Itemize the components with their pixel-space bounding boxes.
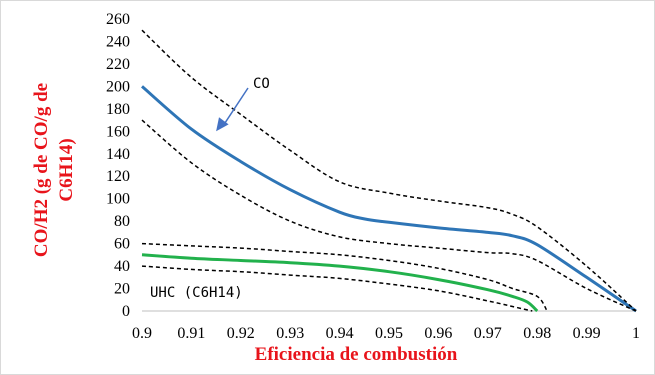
y-tick-label: 260 — [106, 11, 130, 28]
band-line-1 — [141, 29, 637, 312]
y-tick-label: 20 — [114, 281, 130, 298]
y-tick-label: 80 — [114, 213, 130, 230]
x-tick-label: 0.94 — [326, 325, 354, 342]
x-tick-label: 1 — [632, 325, 640, 342]
y-tick-label: 200 — [106, 78, 130, 95]
y-tick-label: 220 — [106, 56, 130, 73]
y-tick-label: 140 — [106, 146, 130, 163]
series-line-3 — [141, 253, 539, 313]
y-tick-label: 120 — [106, 168, 130, 185]
x-tick-label: 0.97 — [474, 325, 502, 342]
y-tick-label: 180 — [106, 101, 130, 118]
y-tick-labels: 0 20 40 60 80 100 120 140 160 180 200 220 240 260 — [106, 11, 130, 320]
series-layer — [141, 29, 637, 313]
y-tick-label: 160 — [106, 123, 130, 140]
y-tick-label: 100 — [106, 191, 130, 208]
series-line-0 — [141, 85, 637, 313]
x-tick-label: 0.99 — [573, 325, 601, 342]
uhc-annotation-label: UHC (C6H14) — [150, 285, 243, 301]
y-axis-title-line-2: C6H14) — [56, 138, 77, 201]
x-axis-title: Eficiencia de combustión — [255, 344, 458, 365]
x-tick-label: 0.9 — [132, 325, 152, 342]
co-annotation-label: CO — [253, 76, 270, 92]
x-tick-label: 0.95 — [375, 325, 403, 342]
x-tick-label: 0.96 — [424, 325, 452, 342]
y-tick-label: 60 — [114, 236, 130, 253]
band-line-4 — [141, 242, 548, 312]
y-axis-title-line-1: CO/H2 (g de CO/g de — [31, 83, 52, 257]
x-tick-label: 0.92 — [227, 325, 255, 342]
band-line-2 — [141, 119, 637, 312]
y-tick-label: 0 — [122, 303, 130, 320]
x-tick-label: 0.93 — [276, 325, 304, 342]
y-tick-label: 40 — [114, 258, 130, 275]
y-axis-title: CO/H2 (g de CO/g de C6H14) — [31, 83, 77, 257]
co-annotation-arrow — [216, 87, 249, 132]
x-tick-label: 0.91 — [177, 325, 205, 342]
x-tick-labels: 0.9 0.91 0.92 0.93 0.94 0.95 0.96 0.97 0.98 0.99 1 — [132, 325, 640, 342]
x-tick-label: 0.98 — [523, 325, 551, 342]
y-tick-label: 240 — [106, 33, 130, 50]
